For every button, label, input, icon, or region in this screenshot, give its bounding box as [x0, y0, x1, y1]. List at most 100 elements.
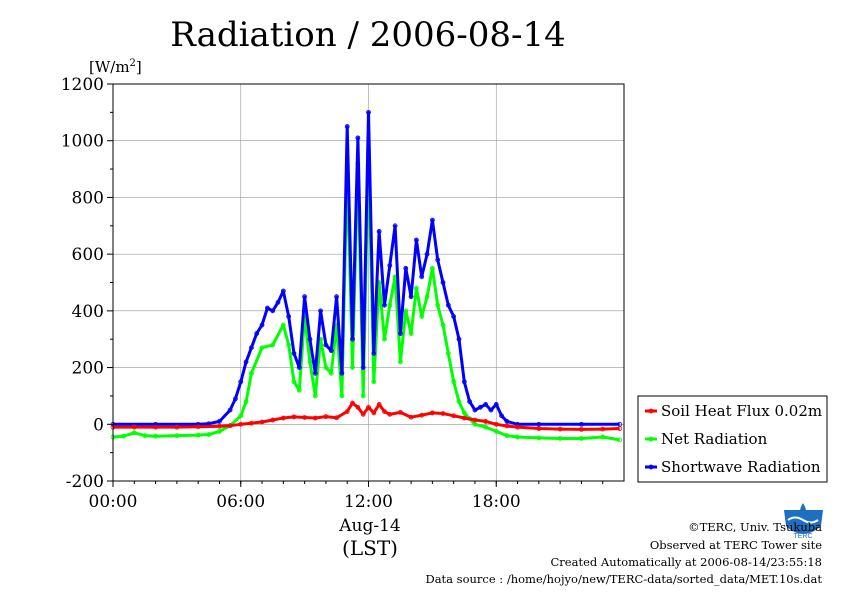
series-point-2: [360, 365, 366, 370]
series-point-1: [350, 365, 355, 370]
series-point-2: [238, 379, 244, 385]
chart-title: Radiation / 2006-08-14: [170, 15, 566, 55]
series-point-0: [131, 424, 137, 430]
series-point-2: [328, 348, 334, 353]
series-point-2: [461, 379, 467, 385]
footer-observed: Observed at TERC Tower site: [650, 538, 822, 552]
series-point-1: [504, 433, 510, 439]
series-point-1: [371, 379, 377, 385]
legend: Soil Heat Flux 0.02m Net Radiation Shortwa…: [637, 395, 828, 483]
series-point-0: [323, 414, 329, 420]
footer-created: Created Automatically at 2006-08-14/23:5…: [551, 555, 823, 569]
series-point-1: [307, 359, 313, 365]
series-line-0: [113, 401, 620, 431]
series-point-1: [414, 285, 419, 291]
series-point-2: [217, 419, 222, 424]
legend-label-2: Shortwave Radiation: [661, 458, 821, 476]
footer-source: Data source : /home/hojyo/new/TERC-data/…: [425, 572, 822, 586]
series-point-0: [270, 417, 276, 423]
terc-logo-text: TERC: [793, 533, 812, 540]
series-point-0: [617, 426, 623, 431]
series-point-0: [419, 412, 425, 418]
series-point-0: [515, 424, 520, 430]
series-point-1: [435, 302, 441, 308]
series-point-0: [291, 414, 297, 420]
y-tick-label: 1000: [61, 132, 104, 152]
series-point-1: [121, 433, 127, 439]
series-point-2: [488, 407, 494, 413]
x-tick-label: 06:00: [216, 492, 265, 512]
series-point-0: [493, 421, 499, 427]
series-point-1: [579, 436, 584, 441]
series-point-2: [339, 370, 345, 376]
terc-logo-drop: [800, 503, 806, 518]
series-point-1: [536, 435, 542, 441]
series-point-2: [435, 257, 441, 263]
series-point-2: [243, 359, 249, 365]
series-point-2: [275, 299, 281, 305]
series-point-2: [414, 237, 419, 243]
series-point-1: [243, 399, 249, 405]
legend-marker-1: [648, 436, 654, 442]
y-tick-label: 800: [72, 188, 104, 208]
legend-label-0: Soil Heat Flux 0.02m: [661, 402, 822, 420]
series-point-2: [493, 402, 499, 407]
series-point-0: [174, 424, 180, 430]
series-point-1: [440, 322, 446, 328]
series-point-0: [557, 426, 563, 432]
series-point-1: [382, 336, 387, 342]
y-tick-label: 600: [72, 245, 104, 265]
legend-marker-0: [648, 408, 654, 414]
series-point-1: [280, 322, 286, 328]
series-point-0: [280, 415, 286, 421]
series-point-2: [472, 407, 478, 413]
series-point-1: [408, 331, 414, 336]
y-tick-label: -200: [66, 472, 104, 492]
series-point-2: [286, 314, 292, 319]
series-point-2: [382, 302, 387, 308]
footer-copyright: ©TERC, Univ. Tsukuba: [688, 520, 822, 534]
series-point-0: [429, 410, 435, 416]
series-layer: [110, 109, 623, 443]
series-point-2: [440, 280, 446, 285]
series-point-2: [233, 396, 238, 402]
series-point-2: [355, 135, 361, 141]
y-tick-label: 1200: [61, 75, 104, 95]
series-point-1: [153, 433, 158, 439]
series-point-1: [493, 428, 499, 434]
series-point-1: [483, 424, 489, 430]
series-point-0: [440, 411, 446, 416]
terc-logo-wave: [787, 516, 819, 524]
terc-logo: TERC: [784, 503, 823, 540]
series-point-0: [408, 414, 414, 420]
series-point-2: [408, 294, 414, 300]
series-point-2: [366, 109, 371, 115]
series-point-0: [536, 426, 542, 431]
series-point-0: [600, 426, 606, 432]
series-point-1: [445, 350, 451, 356]
series-point-2: [264, 305, 270, 311]
series-point-2: [318, 308, 323, 314]
y-tick-label: 0: [93, 415, 104, 435]
series-point-0: [217, 423, 222, 429]
series-point-2: [312, 370, 318, 376]
series-point-1: [328, 370, 334, 376]
series-point-0: [153, 424, 158, 430]
series-point-2: [445, 302, 451, 308]
series-point-1: [398, 359, 403, 365]
series-point-2: [387, 263, 393, 268]
series-point-0: [579, 426, 584, 432]
series-point-1: [270, 342, 276, 348]
series-point-1: [217, 428, 222, 434]
series-point-0: [248, 420, 254, 426]
series-point-2: [307, 336, 313, 342]
series-point-0: [360, 411, 366, 417]
series-point-2: [259, 322, 265, 328]
series-point-0: [334, 415, 339, 421]
series-point-0: [451, 413, 457, 419]
series-point-2: [392, 223, 398, 229]
series-point-1: [174, 433, 180, 439]
series-point-2: [254, 331, 260, 336]
series-point-2: [451, 314, 457, 319]
